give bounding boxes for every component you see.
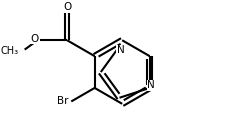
Text: N: N	[147, 80, 155, 90]
Text: CH₃: CH₃	[0, 46, 18, 56]
Text: O: O	[30, 34, 39, 44]
Text: N: N	[117, 45, 125, 55]
Text: O: O	[63, 2, 71, 12]
Text: Br: Br	[57, 96, 69, 106]
